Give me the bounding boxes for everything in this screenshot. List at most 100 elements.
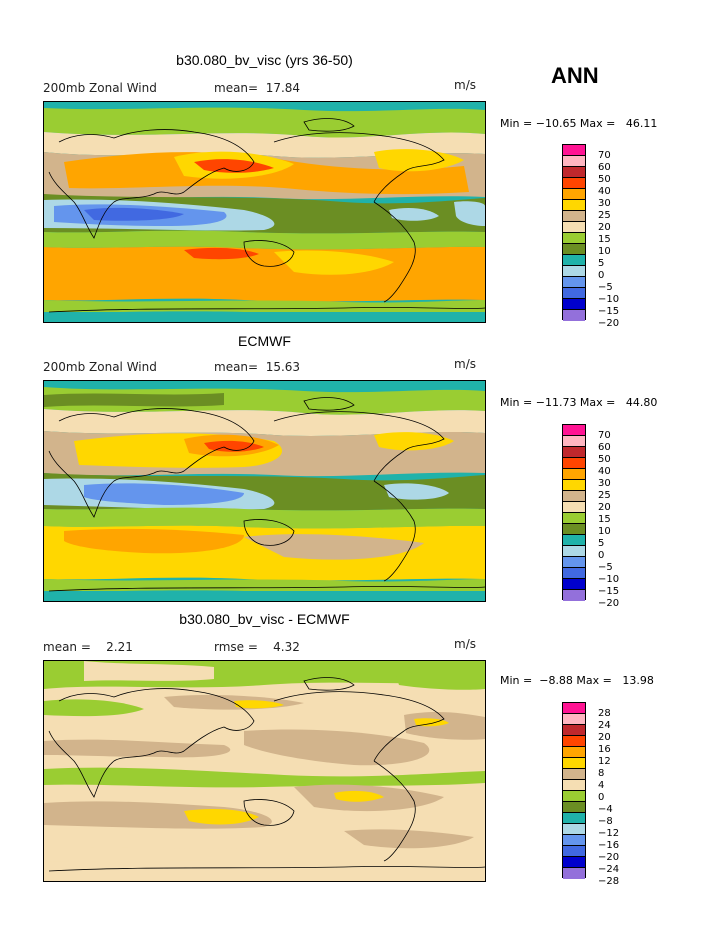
colorbar-level-label: 25 — [598, 210, 611, 221]
panel-1-contour-field — [44, 102, 485, 322]
colorbar-swatch — [563, 480, 585, 491]
colorbar-swatch — [563, 590, 585, 601]
colorbar-swatch — [563, 244, 585, 255]
colorbar-swatch — [563, 780, 585, 791]
panel-1-mean: mean= 17.84 — [214, 81, 301, 95]
colorbar-swatch — [563, 802, 585, 813]
panel-2-minmax: Min = −11.73 Max = 44.80 — [500, 396, 658, 409]
colorbar-swatch — [563, 546, 585, 557]
colorbar-level-label: 30 — [598, 478, 611, 489]
panel-1-title: b30.080_bv_visc (yrs 36-50) — [176, 52, 353, 68]
colorbar-level-label: 10 — [598, 526, 611, 537]
panel-2-units: m/s — [454, 357, 476, 371]
colorbar-level-label: −16 — [598, 840, 620, 851]
colorbar-swatch — [563, 579, 585, 590]
panel-3-mean: mean = 2.21 — [43, 640, 133, 654]
colorbar-level-label: 8 — [598, 768, 605, 779]
colorbar-level-label: 10 — [598, 246, 611, 257]
colorbar-swatch — [563, 167, 585, 178]
colorbar-swatch — [563, 156, 585, 167]
panel-2-map — [43, 380, 486, 602]
colorbar-level-label: 25 — [598, 490, 611, 501]
colorbar-level-label: 16 — [598, 744, 611, 755]
panel-3-contour-field — [44, 661, 485, 881]
colorbar-level-label: 20 — [598, 732, 611, 743]
panel-2-title: ECMWF — [238, 333, 291, 349]
colorbar-level-label: −20 — [598, 852, 620, 863]
colorbar-swatch — [563, 736, 585, 747]
colorbar-swatch — [563, 436, 585, 447]
colorbar-level-label: 15 — [598, 234, 611, 245]
colorbar-level-label: 12 — [598, 756, 611, 767]
colorbar-level-label: −24 — [598, 864, 620, 875]
colorbar-swatch — [563, 868, 585, 879]
colorbar-level-label: −4 — [598, 804, 613, 815]
panel-3-map — [43, 660, 486, 882]
colorbar-level-label: −28 — [598, 876, 620, 887]
colorbar-swatch — [563, 145, 585, 156]
colorbar-level-label: 40 — [598, 186, 611, 197]
colorbar-swatch — [563, 769, 585, 780]
panel-3-minmax: Min = −8.88 Max = 13.98 — [500, 674, 654, 687]
colorbar-level-label: −12 — [598, 828, 620, 839]
colorbar-swatch — [563, 791, 585, 802]
colorbar-level-label: 60 — [598, 442, 611, 453]
panel-3-title: b30.080_bv_visc - ECMWF — [179, 611, 350, 627]
colorbar-swatch — [563, 857, 585, 868]
colorbar-swatch — [563, 513, 585, 524]
panel-2-colorbar-labels: 70 60 50 40 30 25 20 15 10 5 0 −5 −10 −1… — [598, 430, 619, 610]
panel-1-left-label: 200mb Zonal Wind — [43, 81, 157, 95]
panel-2-colorbar — [562, 424, 586, 601]
colorbar-swatch — [563, 824, 585, 835]
colorbar-swatch — [563, 758, 585, 769]
colorbar-level-label: 15 — [598, 514, 611, 525]
colorbar-level-label: −8 — [598, 816, 613, 827]
colorbar-level-label: 50 — [598, 454, 611, 465]
colorbar-level-label: −5 — [598, 282, 613, 293]
colorbar-swatch — [563, 299, 585, 310]
colorbar-level-label: 50 — [598, 174, 611, 185]
colorbar-swatch — [563, 491, 585, 502]
colorbar-level-label: 0 — [598, 550, 605, 561]
colorbar-swatch — [563, 524, 585, 535]
colorbar-level-label: 20 — [598, 222, 611, 233]
colorbar-level-label: 0 — [598, 270, 605, 281]
colorbar-swatch — [563, 266, 585, 277]
colorbar-swatch — [563, 222, 585, 233]
colorbar-level-label: 30 — [598, 198, 611, 209]
colorbar-swatch — [563, 835, 585, 846]
panel-3-colorbar-labels: 28 24 20 16 12 8 4 0 −4 −8 −12 −16 −20 −… — [598, 708, 619, 888]
colorbar-swatch — [563, 502, 585, 513]
colorbar-level-label: 70 — [598, 430, 611, 441]
colorbar-level-label: 5 — [598, 538, 605, 549]
colorbar-swatch — [563, 178, 585, 189]
colorbar-swatch — [563, 277, 585, 288]
colorbar-level-label: −20 — [598, 318, 620, 329]
colorbar-swatch — [563, 189, 585, 200]
colorbar-level-label: −15 — [598, 306, 620, 317]
colorbar-swatch — [563, 725, 585, 736]
panel-1-units: m/s — [454, 78, 476, 92]
colorbar-swatch — [563, 425, 585, 436]
colorbar-level-label: 24 — [598, 720, 611, 731]
colorbar-swatch — [563, 288, 585, 299]
panel-2-mean: mean= 15.63 — [214, 360, 301, 374]
colorbar-swatch — [563, 255, 585, 266]
colorbar-level-label: −10 — [598, 294, 620, 305]
panel-2-contour-field — [44, 381, 485, 601]
colorbar-level-label: 0 — [598, 792, 605, 803]
panel-3-colorbar — [562, 702, 586, 879]
panel-1-minmax: Min = −10.65 Max = 46.11 — [500, 117, 658, 130]
colorbar-swatch — [563, 846, 585, 857]
colorbar-level-label: −10 — [598, 574, 620, 585]
colorbar-swatch — [563, 310, 585, 321]
season-label: ANN — [551, 63, 599, 88]
colorbar-level-label: 60 — [598, 162, 611, 173]
colorbar-level-label: −5 — [598, 562, 613, 573]
panel-1-colorbar-labels: 70 60 50 40 30 25 20 15 10 5 0 −5 −10 −1… — [598, 150, 619, 330]
colorbar-swatch — [563, 200, 585, 211]
colorbar-level-label: 5 — [598, 258, 605, 269]
colorbar-swatch — [563, 557, 585, 568]
panel-3-rmse: rmse = 4.32 — [214, 640, 300, 654]
panel-1-map — [43, 101, 486, 323]
